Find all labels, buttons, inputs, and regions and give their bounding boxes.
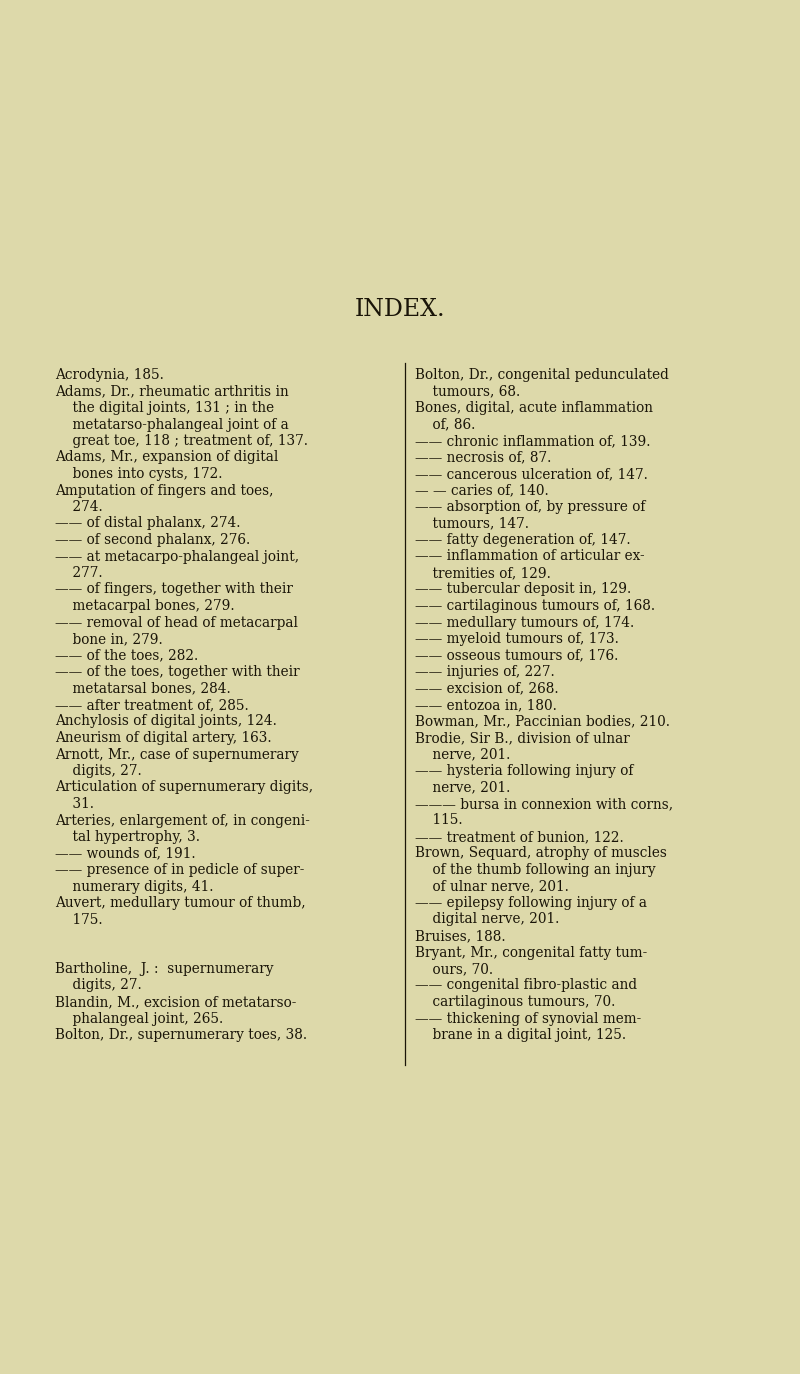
Text: bone in, 279.: bone in, 279. <box>55 632 162 646</box>
Text: Acrodynia, 185.: Acrodynia, 185. <box>55 368 164 382</box>
Text: Bruises, 188.: Bruises, 188. <box>415 929 506 943</box>
Text: —— of distal phalanx, 274.: —— of distal phalanx, 274. <box>55 517 241 530</box>
Text: —— excision of, 268.: —— excision of, 268. <box>415 682 558 695</box>
Text: Bartholine,  J. :  supernumerary: Bartholine, J. : supernumerary <box>55 962 274 976</box>
Text: of the thumb following an injury: of the thumb following an injury <box>415 863 656 877</box>
Text: Bolton, Dr., supernumerary toes, 38.: Bolton, Dr., supernumerary toes, 38. <box>55 1028 307 1041</box>
Text: brane in a digital joint, 125.: brane in a digital joint, 125. <box>415 1028 626 1041</box>
Text: —— of second phalanx, 276.: —— of second phalanx, 276. <box>55 533 250 547</box>
Text: Auvert, medullary tumour of thumb,: Auvert, medullary tumour of thumb, <box>55 896 306 910</box>
Text: ——— bursa in connexion with corns,: ——— bursa in connexion with corns, <box>415 797 673 811</box>
Text: Aneurism of digital artery, 163.: Aneurism of digital artery, 163. <box>55 731 272 745</box>
Text: 277.: 277. <box>55 566 102 580</box>
Text: —— thickening of synovial mem-: —— thickening of synovial mem- <box>415 1011 642 1025</box>
Text: tumours, 147.: tumours, 147. <box>415 517 529 530</box>
Text: —— of the toes, 282.: —— of the toes, 282. <box>55 649 198 662</box>
Text: 274.: 274. <box>55 500 102 514</box>
Text: cartilaginous tumours, 70.: cartilaginous tumours, 70. <box>415 995 615 1009</box>
Text: Bryant, Mr., congenital fatty tum-: Bryant, Mr., congenital fatty tum- <box>415 945 647 959</box>
Text: —— epilepsy following injury of a: —— epilepsy following injury of a <box>415 896 647 910</box>
Text: Brodie, Sir B., division of ulnar: Brodie, Sir B., division of ulnar <box>415 731 630 745</box>
Text: Bowman, Mr., Paccinian bodies, 210.: Bowman, Mr., Paccinian bodies, 210. <box>415 714 670 728</box>
Text: digits, 27.: digits, 27. <box>55 764 142 778</box>
Text: —— treatment of bunion, 122.: —— treatment of bunion, 122. <box>415 830 624 844</box>
Text: 31.: 31. <box>55 797 94 811</box>
Text: of, 86.: of, 86. <box>415 418 475 431</box>
Text: —— entozoa in, 180.: —— entozoa in, 180. <box>415 698 557 712</box>
Text: —— tubercular deposit in, 129.: —— tubercular deposit in, 129. <box>415 583 631 596</box>
Text: of ulnar nerve, 201.: of ulnar nerve, 201. <box>415 879 569 893</box>
Text: tal hypertrophy, 3.: tal hypertrophy, 3. <box>55 830 200 844</box>
Text: — — caries of, 140.: — — caries of, 140. <box>415 484 549 497</box>
Text: —— fatty degeneration of, 147.: —— fatty degeneration of, 147. <box>415 533 630 547</box>
Text: —— of the toes, together with their: —— of the toes, together with their <box>55 665 300 679</box>
Text: metatarso-phalangeal joint of a: metatarso-phalangeal joint of a <box>55 418 289 431</box>
Text: nerve, 201.: nerve, 201. <box>415 780 510 794</box>
Text: —— wounds of, 191.: —— wounds of, 191. <box>55 846 196 860</box>
Text: Amputation of fingers and toes,: Amputation of fingers and toes, <box>55 484 274 497</box>
Text: —— medullary tumours of, 174.: —— medullary tumours of, 174. <box>415 616 634 629</box>
Text: phalangeal joint, 265.: phalangeal joint, 265. <box>55 1011 223 1025</box>
Text: —— after treatment of, 285.: —— after treatment of, 285. <box>55 698 249 712</box>
Text: —— removal of head of metacarpal: —— removal of head of metacarpal <box>55 616 298 629</box>
Text: —— at metacarpo-phalangeal joint,: —— at metacarpo-phalangeal joint, <box>55 550 299 563</box>
Text: —— chronic inflammation of, 139.: —— chronic inflammation of, 139. <box>415 434 650 448</box>
Text: metatarsal bones, 284.: metatarsal bones, 284. <box>55 682 230 695</box>
Text: —— absorption of, by pressure of: —— absorption of, by pressure of <box>415 500 646 514</box>
Text: —— hysteria following injury of: —— hysteria following injury of <box>415 764 634 778</box>
Text: —— myeloid tumours of, 173.: —— myeloid tumours of, 173. <box>415 632 619 646</box>
Text: 175.: 175. <box>55 912 102 926</box>
Text: Arteries, enlargement of, in congeni-: Arteries, enlargement of, in congeni- <box>55 813 310 827</box>
Text: numerary digits, 41.: numerary digits, 41. <box>55 879 214 893</box>
Text: —— necrosis of, 87.: —— necrosis of, 87. <box>415 451 551 464</box>
Text: —— congenital fibro-plastic and: —— congenital fibro-plastic and <box>415 978 637 992</box>
Text: bones into cysts, 172.: bones into cysts, 172. <box>55 467 222 481</box>
Text: Anchylosis of digital joints, 124.: Anchylosis of digital joints, 124. <box>55 714 277 728</box>
Text: 115.: 115. <box>415 813 462 827</box>
Text: metacarpal bones, 279.: metacarpal bones, 279. <box>55 599 234 613</box>
Text: ours, 70.: ours, 70. <box>415 962 493 976</box>
Text: Adams, Dr., rheumatic arthritis in: Adams, Dr., rheumatic arthritis in <box>55 385 289 398</box>
Text: —— presence of in pedicle of super-: —— presence of in pedicle of super- <box>55 863 304 877</box>
Text: nerve, 201.: nerve, 201. <box>415 747 510 761</box>
Text: Bolton, Dr., congenital pedunculated: Bolton, Dr., congenital pedunculated <box>415 368 669 382</box>
Text: —— cartilaginous tumours of, 168.: —— cartilaginous tumours of, 168. <box>415 599 655 613</box>
Text: —— osseous tumours of, 176.: —— osseous tumours of, 176. <box>415 649 618 662</box>
Text: Adams, Mr., expansion of digital: Adams, Mr., expansion of digital <box>55 451 278 464</box>
Text: digital nerve, 201.: digital nerve, 201. <box>415 912 559 926</box>
Text: —— of fingers, together with their: —— of fingers, together with their <box>55 583 293 596</box>
Text: Blandin, M., excision of metatarso-: Blandin, M., excision of metatarso- <box>55 995 296 1009</box>
Text: —— cancerous ulceration of, 147.: —— cancerous ulceration of, 147. <box>415 467 648 481</box>
Text: tumours, 68.: tumours, 68. <box>415 385 520 398</box>
Text: great toe, 118 ; treatment of, 137.: great toe, 118 ; treatment of, 137. <box>55 434 308 448</box>
Text: Arnott, Mr., case of supernumerary: Arnott, Mr., case of supernumerary <box>55 747 298 761</box>
Text: —— inflammation of articular ex-: —— inflammation of articular ex- <box>415 550 645 563</box>
Text: tremities of, 129.: tremities of, 129. <box>415 566 551 580</box>
Text: —— injuries of, 227.: —— injuries of, 227. <box>415 665 554 679</box>
Text: Bones, digital, acute inflammation: Bones, digital, acute inflammation <box>415 401 653 415</box>
Text: the digital joints, 131 ; in the: the digital joints, 131 ; in the <box>55 401 274 415</box>
Text: INDEX.: INDEX. <box>354 298 446 322</box>
Text: Brown, Sequard, atrophy of muscles: Brown, Sequard, atrophy of muscles <box>415 846 667 860</box>
Text: digits, 27.: digits, 27. <box>55 978 142 992</box>
Text: Articulation of supernumerary digits,: Articulation of supernumerary digits, <box>55 780 313 794</box>
